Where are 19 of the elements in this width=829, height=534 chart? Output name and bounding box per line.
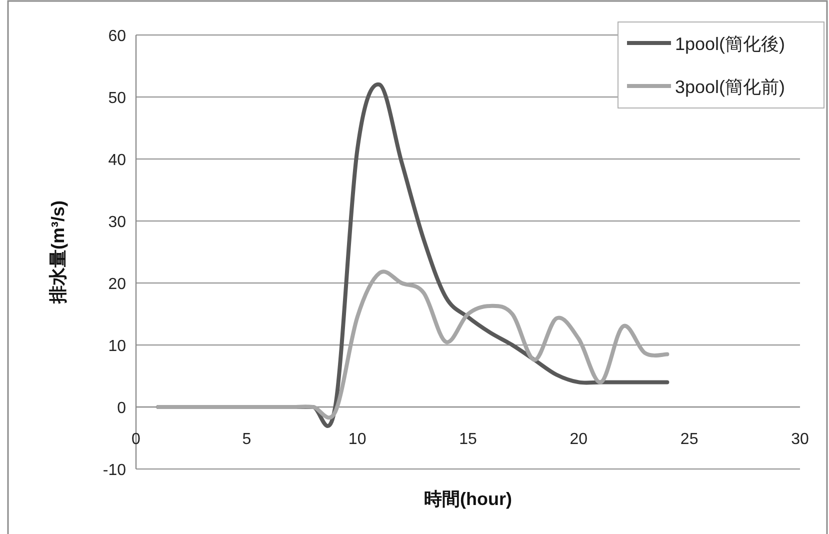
x-tick-label: 10 bbox=[348, 431, 366, 448]
y-axis-title: 排水量(m³/s) bbox=[48, 200, 68, 304]
y-tick-label: 40 bbox=[108, 152, 126, 169]
x-tick-label: 25 bbox=[680, 431, 698, 448]
legend-label: 3pool(簡化前) bbox=[675, 77, 786, 97]
y-tick-label: 10 bbox=[108, 338, 126, 355]
y-tick-label: -10 bbox=[102, 462, 126, 479]
y-tick-label: 50 bbox=[108, 90, 126, 107]
x-axis-title: 時間(hour) bbox=[424, 489, 512, 509]
x-tick-label: 30 bbox=[791, 431, 809, 448]
y-tick-label: 20 bbox=[108, 276, 126, 293]
x-tick-label: 20 bbox=[570, 431, 588, 448]
legend-label: 1pool(簡化後) bbox=[675, 34, 786, 54]
y-tick-label: 30 bbox=[108, 214, 126, 231]
x-tick-label: 0 bbox=[132, 431, 141, 448]
x-tick-label: 5 bbox=[242, 431, 252, 448]
x-tick-label: 15 bbox=[459, 431, 477, 448]
y-tick-label: 60 bbox=[108, 28, 126, 45]
y-tick-label: 0 bbox=[117, 400, 126, 417]
